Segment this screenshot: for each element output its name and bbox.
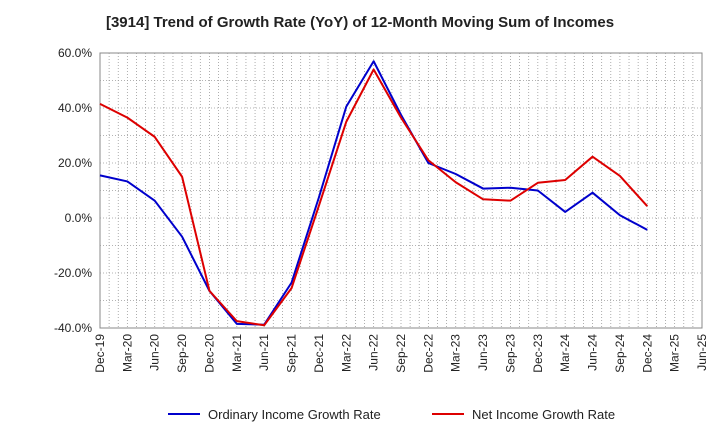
y-tick-label: 0.0% — [65, 211, 93, 225]
x-tick-label: Jun-24 — [586, 334, 600, 371]
y-tick-label: 20.0% — [58, 156, 92, 170]
x-tick-label: Jun-23 — [476, 334, 490, 371]
x-tick-label: Dec-23 — [531, 334, 545, 373]
x-tick-label: Dec-21 — [312, 334, 326, 373]
legend-label: Net Income Growth Rate — [472, 407, 615, 422]
axis-labels: 60.0% 40.0% 20.0% 0.0% -20.0% -40.0%Dec-19 Mar… — [54, 46, 709, 373]
y-tick-label: 60.0% — [58, 46, 92, 60]
x-tick-label: Sep-24 — [613, 334, 627, 373]
legend: Ordinary Income Growth Rate Net Income Gr… — [168, 407, 615, 422]
x-tick-label: Sep-20 — [175, 334, 189, 373]
x-tick-label: Dec-24 — [640, 334, 654, 373]
x-tick-label: Jun-22 — [367, 334, 381, 371]
series-line — [99, 60, 648, 326]
x-tick-label: Sep-21 — [285, 334, 299, 373]
y-tick-label: -20.0% — [54, 266, 92, 280]
x-tick-label: Jun-21 — [257, 334, 271, 371]
x-tick-label: Jun-25 — [695, 334, 709, 371]
x-tick-label: Mar-25 — [668, 334, 682, 372]
x-tick-label: Sep-23 — [503, 334, 517, 373]
series-lines — [99, 60, 649, 327]
x-tick-label: Dec-19 — [93, 334, 107, 373]
y-tick-label: 40.0% — [58, 101, 92, 115]
x-tick-label: Sep-22 — [394, 334, 408, 373]
x-tick-label: Mar-20 — [120, 334, 134, 372]
y-tick-label: -40.0% — [54, 321, 92, 335]
x-tick-label: Jun-20 — [148, 334, 162, 371]
x-tick-label: Mar-24 — [558, 334, 572, 372]
series-line — [99, 68, 649, 327]
x-tick-label: Mar-22 — [339, 334, 353, 372]
x-tick-label: Mar-21 — [230, 334, 244, 372]
x-tick-label: Dec-20 — [202, 334, 216, 373]
grid-lines — [100, 53, 702, 328]
x-tick-label: Dec-22 — [421, 334, 435, 373]
x-tick-label: Mar-23 — [449, 334, 463, 372]
chart-title: [3914] Trend of Growth Rate (YoY) of 12-… — [105, 14, 615, 31]
legend-label: Ordinary Income Growth Rate — [208, 407, 381, 422]
